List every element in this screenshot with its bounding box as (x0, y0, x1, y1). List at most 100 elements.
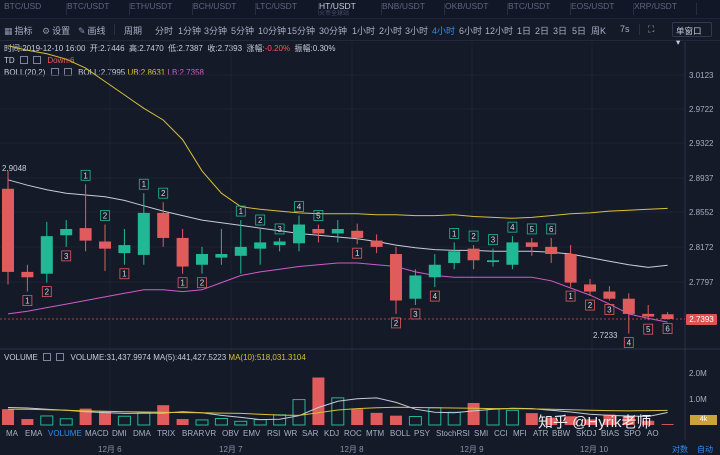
period-10[interactable]: 4小时 (432, 26, 456, 36)
period-13[interactable]: 1日 (517, 26, 532, 36)
period-2[interactable]: 3分钟 (204, 26, 228, 36)
volume-bar (79, 408, 92, 425)
period-1[interactable]: 1分钟 (178, 26, 202, 36)
indicators-button[interactable]: ▦ 指标 (4, 24, 33, 37)
ohlc-info: 时间:2019-12-10 16:00 开:2.7446 高:2.7470 低:… (4, 43, 335, 54)
candle-body (118, 245, 131, 254)
td-box (546, 223, 557, 235)
boll-up-value: UB:2.8631 (127, 68, 166, 77)
indicator-smi[interactable]: SMI (474, 429, 489, 438)
window-select[interactable]: 单窗口 ▾ (672, 22, 712, 47)
period-17[interactable]: 周K (591, 26, 607, 36)
settings-button[interactable]: ⚙ 设置 (42, 24, 70, 37)
fullscreen-icon[interactable]: ⛶ (648, 24, 655, 34)
indicator-atr[interactable]: ATR (533, 429, 549, 438)
low-marker-label: 2.7233 (593, 331, 618, 340)
indicator-mtm[interactable]: MTM (366, 429, 385, 438)
low-label: 低: (168, 44, 179, 53)
indicator-ma[interactable]: MA (6, 429, 18, 438)
price-tick: 2.9322 (689, 139, 714, 148)
indicator-rsi[interactable]: RSI (267, 429, 281, 438)
volume-bar (21, 419, 34, 425)
indicator-volume[interactable]: VOLUME (48, 429, 82, 438)
indicator-macd[interactable]: MACD (85, 429, 109, 438)
ticker-pair: BTC/USD (4, 1, 42, 11)
indicator-sar[interactable]: SAR (302, 429, 319, 438)
indicator-skdj[interactable]: SKDJ (576, 429, 597, 438)
ticker-7[interactable]: OKB/USDT (445, 1, 508, 15)
indicator-wr[interactable]: WR (284, 429, 298, 438)
volume-visibility-toggle[interactable] (43, 353, 52, 361)
indicator-brar[interactable]: BRAR (182, 429, 205, 438)
indicator-dma[interactable]: DMA (133, 429, 151, 438)
volume-close-toggle[interactable] (56, 353, 65, 361)
auto-scale-link[interactable]: 自动 (697, 445, 713, 454)
indicator-kdj[interactable]: KDJ (324, 429, 340, 438)
indicator-bbw[interactable]: BBW (552, 429, 571, 438)
indicator-spo[interactable]: SPO (624, 429, 641, 438)
volume-bar (661, 424, 674, 425)
td-box (22, 295, 33, 306)
td-close-toggle[interactable] (33, 56, 42, 64)
period-7[interactable]: 1小时 (352, 26, 376, 36)
period-14[interactable]: 2日 (535, 26, 550, 36)
candle-body (506, 242, 519, 265)
price-tick: 3.0123 (689, 71, 714, 80)
ticker-1[interactable]: BTC/USDT (67, 1, 130, 15)
indicator-bar: MA EMA VOLUME MACD DMI DMA TRIX BRAR VR OBV EMV RSI… (0, 426, 690, 440)
volume-bar (428, 407, 442, 426)
period-15[interactable]: 3日 (553, 26, 568, 36)
volume-bar (59, 418, 73, 426)
period-16[interactable]: 5日 (572, 26, 587, 36)
period-9[interactable]: 3小时 (405, 26, 429, 36)
ticker-9[interactable]: EOS/USDT (571, 1, 634, 15)
period-12[interactable]: 12小时 (485, 26, 514, 36)
td-count: 2 (103, 212, 108, 221)
period-11[interactable]: 6小时 (459, 26, 483, 36)
period-3[interactable]: 5分钟 (231, 26, 255, 36)
period-18[interactable]: 7s (620, 24, 630, 34)
ticker-6[interactable]: BNB/USDT (382, 1, 445, 15)
indicator-boll[interactable]: BOLL (390, 429, 411, 438)
indicator-cci[interactable]: CCI (494, 429, 508, 438)
ticker-2[interactable]: ETH/USDT (130, 1, 193, 15)
volume-bar (40, 415, 54, 426)
period-4[interactable]: 10分钟 (258, 26, 287, 36)
period-6[interactable]: 30分钟 (319, 26, 348, 36)
ticker-0[interactable]: BTC/USD (4, 1, 67, 15)
ticker-8[interactable]: BTC/USDT (508, 1, 571, 15)
indicator-roc[interactable]: ROC (344, 429, 362, 438)
indicator-vr[interactable]: VR (205, 429, 217, 438)
ticker-10[interactable]: XRP/USDT (634, 1, 697, 15)
td-count: 5 (530, 225, 535, 234)
td-count: 3 (491, 236, 496, 245)
toolbar-divider (114, 24, 115, 35)
indicator-stochrsi[interactable]: StochRSI (436, 429, 470, 438)
period-0[interactable]: 分时 (155, 26, 174, 36)
td-count: 2 (258, 216, 263, 225)
log-scale-link[interactable]: 对数 (672, 445, 688, 454)
candle-body (564, 254, 577, 283)
candle-body (584, 284, 596, 292)
indicator-psy[interactable]: PSY (414, 429, 431, 438)
ticker-divider (318, 3, 319, 15)
indicator-dmi[interactable]: DMI (112, 429, 127, 438)
period-8[interactable]: 2小时 (379, 26, 403, 36)
date-tick: 12月 8 (340, 445, 364, 454)
ticker-5[interactable]: HT/USDT 火币全球站 (319, 1, 382, 18)
indicator-mfi[interactable]: MFI (513, 429, 527, 438)
candle-body (370, 240, 383, 247)
indicator-bias[interactable]: BIAS (601, 429, 620, 438)
indicator-obv[interactable]: OBV (222, 429, 239, 438)
ticker-4[interactable]: LTC/USDT (256, 1, 319, 15)
indicator-ao[interactable]: AO (647, 429, 659, 438)
period-5[interactable]: 15分钟 (287, 26, 316, 36)
draw-button[interactable]: ✎ 画线 (78, 24, 106, 37)
indicator-ema[interactable]: EMA (25, 429, 43, 438)
indicator-trix[interactable]: TRIX (157, 429, 176, 438)
indicator-emv[interactable]: EMV (243, 429, 261, 438)
td-visibility-toggle[interactable] (19, 56, 28, 64)
volume-bar (312, 377, 325, 425)
ticker-3[interactable]: BCH/USDT (193, 1, 256, 15)
